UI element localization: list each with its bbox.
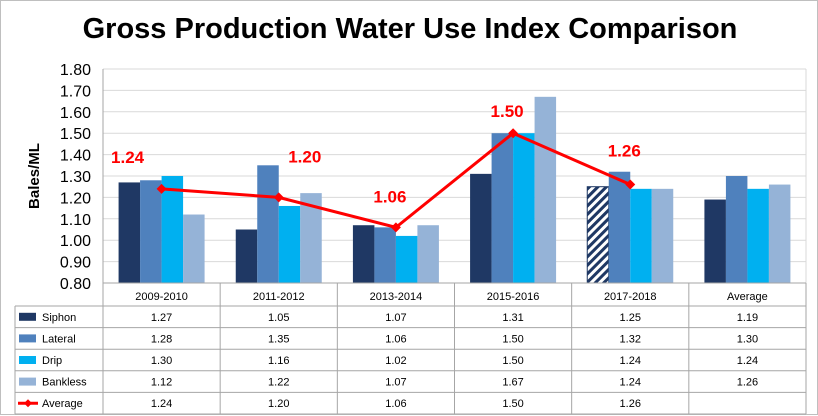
bar-siphon-2017-2018 [586,186,610,284]
legend-label-average: Average [42,398,83,410]
data-label-average: 1.20 [288,147,321,166]
table-cell-value: 1.50 [502,398,523,410]
table-cell-value: 1.50 [502,355,523,367]
line-marker [390,222,401,233]
data-label-average: 1.26 [608,142,641,161]
legend-key-drip [19,356,36,364]
x-tick-label: 2009-2010 [135,291,188,303]
bar-drip-2011-2012 [278,205,301,283]
table-cell-value: 1.24 [151,398,172,410]
legend-key-bankless [19,377,36,386]
y-tick-label: 1.60 [60,105,91,122]
x-tick-label: Average [727,291,768,303]
y-tick-label: 0.90 [60,255,91,272]
data-label-average: 1.06 [373,187,406,206]
line-marker [625,179,636,190]
table-cell-value: 1.35 [268,333,289,345]
data-label-average: 1.50 [491,102,524,121]
table-cell-value: 1.26 [737,377,758,389]
table-cell-value: 1.28 [151,333,172,345]
line-marker [273,192,284,203]
bar-lateral-2013-2014 [374,227,396,283]
legend-label-lateral: Lateral [42,333,76,345]
y-tick-label: 1.30 [60,169,91,186]
bar-bankless-2017-2018 [651,188,674,283]
bar-lateral-2011-2012 [257,165,279,283]
table-cell-value: 1.05 [268,312,289,324]
table-cell-value: 1.12 [151,377,172,389]
y-tick-label: 1.70 [60,83,91,100]
bar-siphon-2015-2016 [470,173,492,283]
table-cell-value: 1.24 [737,355,758,367]
chart-title: Gross Production Water Use Index Compari… [82,13,738,45]
bar-bankless-Average [768,184,791,283]
bar-drip-2015-2016 [513,133,535,283]
table-cell-value: 1.07 [385,312,406,324]
x-tick-label: 2017-2018 [604,291,657,303]
y-tick-label: 1.20 [60,190,91,207]
table-cell-value: 1.26 [620,398,641,410]
line-marker [156,183,167,194]
table-cell-value: 1.67 [502,377,523,389]
line-marker [508,128,519,139]
legend-label-bankless: Bankless [42,377,87,389]
y-tick-label: 0.80 [60,276,91,293]
table-cell-value: 1.25 [620,312,641,324]
bar-bankless-2015-2016 [534,96,557,283]
bar-lateral-2017-2018 [608,171,631,283]
table-cell-value: 1.31 [502,312,523,324]
legend-key-marker [24,399,32,408]
table-cell-value: 1.06 [385,398,406,410]
y-tick-label: 1.40 [60,148,91,165]
y-tick-label: 1.00 [60,233,91,250]
data-label-average: 1.24 [111,148,145,167]
bar-bankless-2009-2010 [183,214,205,283]
table-cell-value: 1.22 [268,377,289,389]
bar-lateral-2009-2010 [140,180,162,283]
legend-key-siphon [19,312,36,321]
bar-bankless-2013-2014 [417,225,439,283]
legend-label-siphon: Siphon [42,312,76,324]
bar-drip-2013-2014 [395,235,418,283]
table-cell-value: 1.20 [268,398,289,410]
y-tick-label: 1.50 [60,126,91,143]
bar-lateral-2015-2016 [491,133,514,283]
bar-drip-Average [747,188,769,283]
table-cell-value: 1.32 [620,333,641,345]
y-tick-label: 1.80 [60,62,91,79]
table-cell-value: 1.27 [151,312,172,324]
bar-siphon-2011-2012 [235,229,258,283]
y-tick-label: 1.10 [60,212,91,229]
bar-drip-2017-2018 [630,188,652,283]
table-cell-value: 1.30 [151,355,172,367]
table-cell-value: 1.06 [385,333,406,345]
table-cell-value: 1.02 [385,355,406,367]
bar-siphon-Average [704,199,726,283]
table-cell-value: 1.07 [385,377,406,389]
table-cell-value: 1.19 [737,312,758,324]
table-cell-value: 1.24 [620,355,641,367]
bar-lateral-Average [725,176,748,283]
bar-siphon-2013-2014 [352,225,375,283]
table-cell-value: 1.24 [620,377,641,389]
legend-key-lateral [19,334,36,343]
table-cell-value: 1.50 [502,333,523,345]
x-tick-label: 2011-2012 [253,291,305,303]
legend-label-drip: Drip [42,355,62,367]
x-tick-label: 2015-2016 [487,291,540,303]
table-cell-value: 1.30 [737,333,758,345]
x-tick-label: 2013-2014 [370,291,423,303]
bar-drip-2009-2010 [161,176,184,283]
table-cell-value: 1.16 [268,355,289,367]
bar-bankless-2011-2012 [300,193,322,283]
bar-siphon-2009-2010 [118,182,141,283]
y-axis-label: Bales/ML [26,143,43,209]
line-average [161,131,631,229]
